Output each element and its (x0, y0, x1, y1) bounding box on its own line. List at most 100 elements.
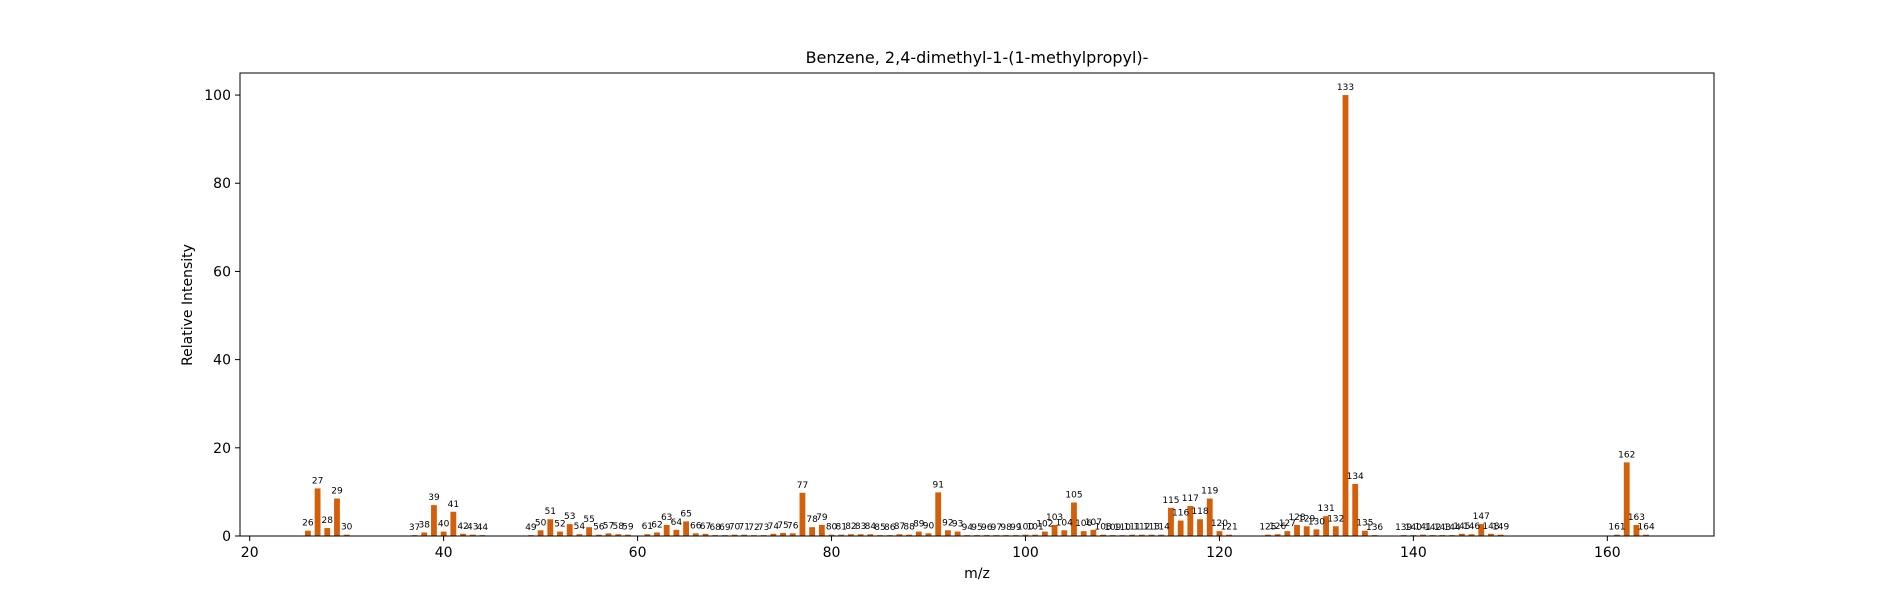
bar-label-mz-116: 116 (1172, 509, 1189, 519)
bar-label-mz-149: 149 (1492, 523, 1509, 533)
bar-mz-127 (1284, 531, 1291, 536)
x-tick-label-100: 100 (1012, 545, 1039, 561)
bar-label-mz-83: 83 (855, 522, 866, 532)
bar-label-mz-58: 58 (612, 522, 624, 532)
bar-label-mz-115: 115 (1162, 496, 1179, 506)
bar-label-mz-120: 120 (1211, 519, 1228, 529)
bar-label-mz-146: 146 (1463, 522, 1480, 532)
bar-label-mz-113: 113 (1143, 523, 1160, 533)
bar-label-mz-80: 80 (826, 523, 838, 533)
bar-label-mz-61: 61 (642, 522, 653, 532)
bar-mz-26 (304, 530, 311, 536)
bar-label-mz-42: 42 (457, 522, 468, 532)
bar-label-mz-69: 69 (719, 523, 731, 533)
bar-label-mz-132: 132 (1327, 514, 1344, 524)
bar-label-mz-100: 100 (1017, 523, 1034, 533)
bar-mz-141 (1420, 534, 1426, 536)
bar-mz-111 (1129, 534, 1136, 536)
bar-label-mz-110: 110 (1114, 523, 1131, 533)
bar-mz-27 (314, 488, 321, 536)
bar-label-mz-125: 125 (1259, 523, 1276, 533)
bar-mz-164 (1643, 534, 1650, 536)
bar-label-mz-66: 66 (690, 521, 702, 531)
bar-mz-66 (692, 533, 699, 536)
bar-label-mz-142: 142 (1424, 523, 1441, 533)
bar-mz-105 (1071, 502, 1077, 536)
bar-label-mz-98: 98 (1000, 523, 1012, 533)
y-tick-label-0: 0 (222, 529, 231, 545)
bar-label-mz-104: 104 (1056, 518, 1073, 528)
bar-mz-163 (1633, 524, 1640, 536)
bar-mz-104 (1061, 530, 1068, 536)
bar-mz-90 (925, 533, 932, 536)
bar-label-mz-70: 70 (729, 523, 741, 533)
y-axis-label: Relative Intensity (180, 244, 196, 366)
bar-mz-64 (673, 529, 680, 536)
bar-label-mz-101: 101 (1027, 523, 1044, 533)
bar-mz-82 (848, 534, 854, 536)
bar-label-mz-140: 140 (1405, 523, 1422, 533)
bar-mz-52 (557, 531, 563, 536)
y-tick-label-100: 100 (204, 88, 231, 104)
bar-mz-89 (915, 531, 922, 536)
bar-mz-75 (780, 532, 786, 536)
bar-label-mz-71: 71 (739, 523, 750, 533)
bar-mz-58 (615, 534, 622, 536)
bar-label-mz-102: 102 (1036, 520, 1053, 530)
bar-label-mz-73: 73 (758, 523, 769, 533)
bar-label-mz-144: 144 (1444, 523, 1461, 533)
bar-mz-162 (1623, 462, 1630, 536)
bar-mz-148 (1488, 533, 1494, 536)
bar-mz-118 (1197, 519, 1203, 536)
bar-label-mz-76: 76 (787, 521, 799, 531)
bar-mz-116 (1177, 520, 1184, 536)
bar-label-mz-145: 145 (1453, 522, 1470, 532)
bar-mz-42 (460, 533, 466, 536)
x-tick-label-80: 80 (823, 545, 841, 561)
bar-label-mz-40: 40 (438, 520, 450, 530)
bar-mz-56 (595, 534, 602, 536)
bar-label-mz-99: 99 (1010, 523, 1022, 533)
y-axis-ticks: 0 20 40 60 80 100 (204, 88, 240, 545)
bar-mz-79 (818, 524, 825, 536)
bar-mz-129 (1303, 526, 1310, 536)
bar-label-mz-75: 75 (777, 521, 788, 531)
bar-label-mz-131: 131 (1318, 504, 1335, 514)
bar-label-mz-130: 130 (1308, 517, 1325, 527)
bar-mz-30 (343, 534, 350, 536)
bar-mz-78 (809, 527, 816, 536)
x-tick-label-40: 40 (435, 545, 453, 561)
bar-label-mz-118: 118 (1191, 507, 1208, 517)
bar-mz-77 (799, 492, 806, 536)
bar-label-mz-54: 54 (574, 522, 586, 532)
bar-label-mz-114: 114 (1153, 523, 1170, 533)
bar-label-mz-86: 86 (884, 523, 896, 533)
bar-label-mz-37: 37 (409, 523, 420, 533)
bar-label-mz-52: 52 (554, 520, 565, 530)
bar-label-mz-89: 89 (913, 520, 925, 530)
bar-label-mz-109: 109 (1104, 523, 1121, 533)
bar-label-mz-72: 72 (748, 523, 759, 533)
bar-label-mz-64: 64 (671, 518, 683, 528)
bar-mz-91 (935, 492, 942, 536)
bar-mz-57 (605, 533, 612, 536)
bar-mz-107 (1090, 529, 1097, 536)
bar-label-mz-148: 148 (1482, 522, 1499, 532)
bars-layer (304, 95, 1650, 537)
bar-label-mz-136: 136 (1366, 523, 1383, 533)
x-axis-ticks: 20 40 60 80 100 120 140 160 (241, 536, 1621, 561)
bar-mz-131 (1323, 516, 1330, 536)
bar-mz-117 (1187, 506, 1194, 536)
bar-mz-43 (469, 534, 476, 536)
bar-label-mz-164: 164 (1638, 523, 1655, 533)
bar-mz-108 (1100, 534, 1106, 536)
bar-label-mz-117: 117 (1182, 494, 1199, 504)
bar-label-mz-97: 97 (991, 523, 1002, 533)
bar-label-mz-50: 50 (535, 518, 547, 528)
bar-mz-63 (663, 524, 670, 536)
bar-mz-76 (789, 533, 796, 536)
bar-label-mz-51: 51 (545, 507, 556, 517)
bar-mz-28 (324, 528, 331, 536)
bar-label-mz-127: 127 (1279, 519, 1296, 529)
